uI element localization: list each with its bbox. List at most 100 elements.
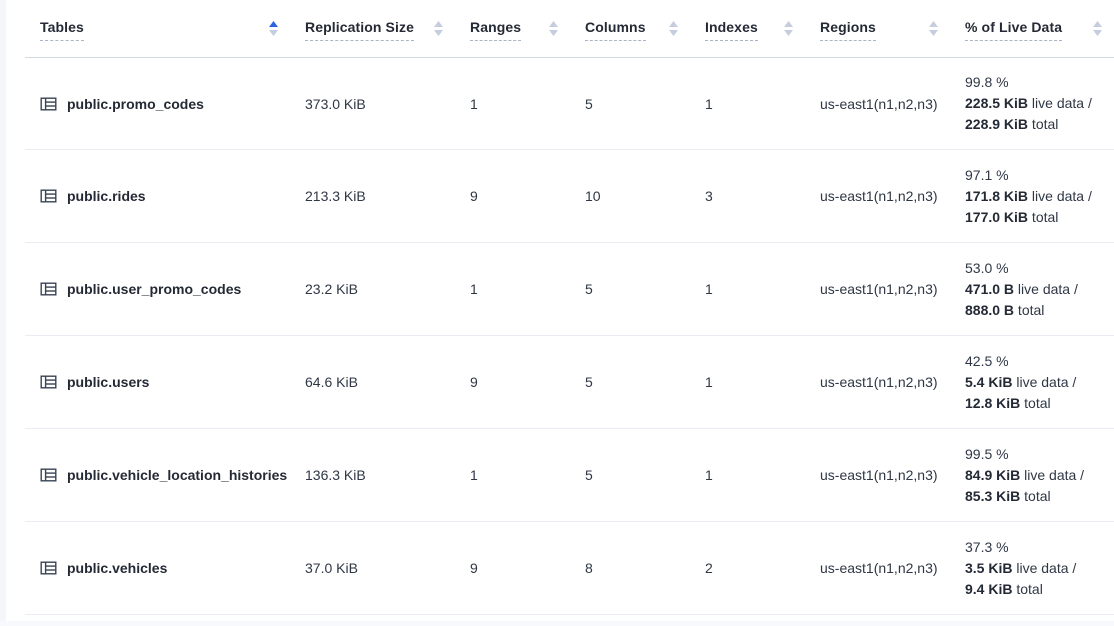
total-data-amount: 85.3 KiB total <box>965 487 1051 504</box>
live-data-percent: 53.0 % <box>965 259 1009 276</box>
table-name: public.users <box>67 374 150 390</box>
live-data-cell: 53.0 % 471.0 B live data / 888.0 B total <box>950 258 1114 321</box>
table-row[interactable]: public.rides 213.3 KiB 9 10 3 us-east1(n… <box>25 150 1114 243</box>
columns-cell: 5 <box>585 374 593 390</box>
column-header-label: Regions <box>820 20 876 41</box>
columns-cell: 5 <box>585 95 593 112</box>
table-grid-icon <box>40 560 57 576</box>
table-name-cell[interactable]: public.vehicle_location_histories <box>25 467 290 483</box>
indexes-cell: 1 <box>705 281 713 297</box>
ranges-cell: 9 <box>470 374 478 390</box>
indexes-cell: 1 <box>705 95 713 112</box>
column-header-label: Indexes <box>705 20 758 41</box>
sort-arrows-icon[interactable] <box>784 21 793 36</box>
regions-cell: us-east1(n1,n2,n3) <box>820 467 938 483</box>
table-grid-icon <box>40 96 57 112</box>
ranges-cell: 1 <box>470 95 478 112</box>
column-header-ranges[interactable]: Ranges <box>455 0 570 41</box>
sort-arrows-icon[interactable] <box>434 21 443 36</box>
column-header-regions[interactable]: Regions <box>805 0 950 41</box>
page-bottom-gutter <box>0 621 1114 626</box>
table-row[interactable]: public.vehicle_location_histories 136.3 … <box>25 429 1114 522</box>
live-data-amount: 171.8 KiB live data / <box>965 187 1092 204</box>
live-data-cell: 99.5 % 84.9 KiB live data / 85.3 KiB tot… <box>950 444 1114 507</box>
replication-size-cell: 213.3 KiB <box>305 188 366 204</box>
live-data-cell: 37.3 % 3.5 KiB live data / 9.4 KiB total <box>950 537 1114 600</box>
indexes-cell: 2 <box>705 560 713 576</box>
regions-cell: us-east1(n1,n2,n3) <box>820 374 938 390</box>
indexes-cell: 1 <box>705 467 713 483</box>
column-header-label: Tables <box>40 20 84 41</box>
replication-size-cell: 136.3 KiB <box>305 467 366 483</box>
column-header-label: Columns <box>585 20 646 41</box>
total-data-amount: 177.0 KiB total <box>965 208 1059 225</box>
regions-cell: us-east1(n1,n2,n3) <box>820 95 938 112</box>
table-name: public.promo_codes <box>67 95 204 112</box>
live-data-percent: 99.5 % <box>965 445 1009 462</box>
regions-cell: us-east1(n1,n2,n3) <box>820 281 938 297</box>
table-row[interactable]: public.users 64.6 KiB 9 5 1 us-east1(n1,… <box>25 336 1114 429</box>
table-name: public.vehicles <box>67 560 168 576</box>
total-data-amount: 888.0 B total <box>965 301 1045 318</box>
column-header-replication-size[interactable]: Replication Size <box>290 0 455 41</box>
table-body: public.promo_codes 373.0 KiB 1 5 1 us-ea… <box>25 58 1114 615</box>
column-header-live-data[interactable]: % of Live Data <box>950 0 1114 41</box>
replication-size-cell: 64.6 KiB <box>305 374 358 390</box>
columns-cell: 8 <box>585 560 593 576</box>
table-name-cell[interactable]: public.user_promo_codes <box>25 281 290 297</box>
indexes-cell: 1 <box>705 374 713 390</box>
ranges-cell: 1 <box>470 467 478 483</box>
indexes-cell: 3 <box>705 188 713 204</box>
total-data-amount: 228.9 KiB total <box>965 116 1059 132</box>
table-name: public.user_promo_codes <box>67 281 242 297</box>
ranges-cell: 9 <box>470 560 478 576</box>
live-data-cell: 99.8 % 228.5 KiB live data / 228.9 KiB t… <box>950 72 1114 135</box>
live-data-amount: 471.0 B live data / <box>965 280 1078 297</box>
sort-arrows-icon[interactable] <box>549 21 558 36</box>
table-row[interactable]: public.vehicles 37.0 KiB 9 8 2 us-east1(… <box>25 522 1114 615</box>
table-name-cell[interactable]: public.users <box>25 374 290 390</box>
column-header-indexes[interactable]: Indexes <box>690 0 805 41</box>
sort-arrows-icon[interactable] <box>269 21 278 36</box>
regions-cell: us-east1(n1,n2,n3) <box>820 188 938 204</box>
ranges-cell: 9 <box>470 188 478 204</box>
column-header-label: Replication Size <box>305 20 414 41</box>
sort-arrows-icon[interactable] <box>669 21 678 36</box>
column-header-label: % of Live Data <box>965 20 1063 41</box>
table-grid-icon <box>40 281 57 297</box>
replication-size-cell: 373.0 KiB <box>305 95 366 112</box>
live-data-percent: 99.8 % <box>965 74 1009 90</box>
table-name-cell[interactable]: public.rides <box>25 188 290 204</box>
live-data-amount: 228.5 KiB live data / <box>965 95 1092 111</box>
table-name-cell[interactable]: public.vehicles <box>25 560 290 576</box>
ranges-cell: 1 <box>470 281 478 297</box>
live-data-percent: 37.3 % <box>965 538 1009 555</box>
columns-cell: 5 <box>585 281 593 297</box>
live-data-amount: 84.9 KiB live data / <box>965 466 1085 483</box>
table-grid-icon <box>40 467 57 483</box>
table-header-row: Tables Replication Size Ranges <box>25 0 1114 58</box>
replication-size-cell: 23.2 KiB <box>305 281 358 297</box>
columns-cell: 5 <box>585 467 593 483</box>
table-grid-icon <box>40 188 57 204</box>
sort-arrows-icon[interactable] <box>1093 21 1102 36</box>
column-header-columns[interactable]: Columns <box>570 0 690 41</box>
replication-size-cell: 37.0 KiB <box>305 560 358 576</box>
table-row[interactable]: public.promo_codes 373.0 KiB 1 5 1 us-ea… <box>25 58 1114 150</box>
sort-arrows-icon[interactable] <box>929 21 938 36</box>
table-grid-icon <box>40 374 57 390</box>
total-data-amount: 9.4 KiB total <box>965 580 1043 597</box>
live-data-percent: 42.5 % <box>965 352 1009 369</box>
table-name: public.rides <box>67 188 146 204</box>
table-name-cell[interactable]: public.promo_codes <box>25 96 290 112</box>
total-data-amount: 12.8 KiB total <box>965 394 1051 411</box>
tables-list: Tables Replication Size Ranges <box>25 0 1114 615</box>
table-name: public.vehicle_location_histories <box>67 467 288 483</box>
regions-cell: us-east1(n1,n2,n3) <box>820 560 938 576</box>
column-header-tables[interactable]: Tables <box>25 0 290 41</box>
page-left-gutter <box>0 0 6 626</box>
table-row[interactable]: public.user_promo_codes 23.2 KiB 1 5 1 u… <box>25 243 1114 336</box>
live-data-amount: 5.4 KiB live data / <box>965 373 1077 390</box>
live-data-cell: 42.5 % 5.4 KiB live data / 12.8 KiB tota… <box>950 351 1114 414</box>
